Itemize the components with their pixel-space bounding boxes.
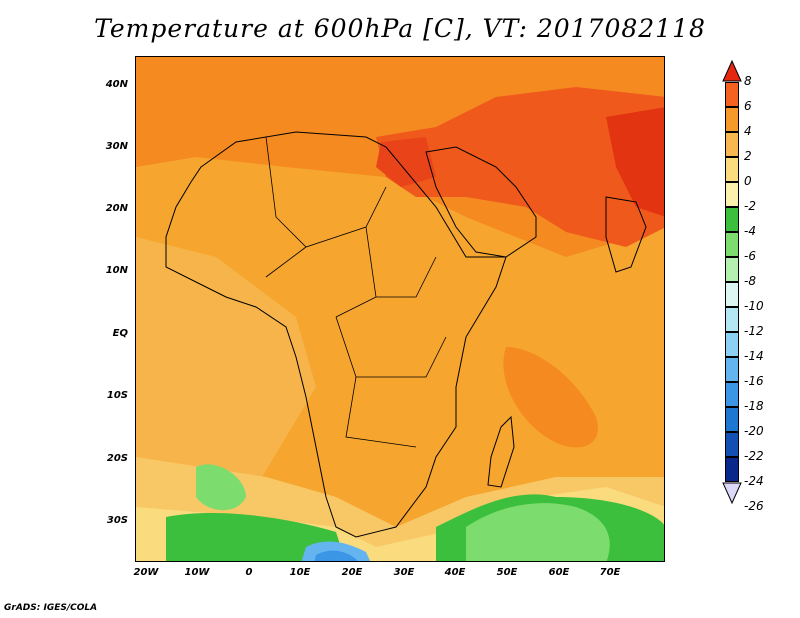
india-coastline: [605, 196, 647, 273]
africa-coastline: [165, 131, 507, 538]
colorbar-segment: [725, 107, 739, 132]
lon-label-70e: 70E: [599, 567, 621, 578]
colorbar-label: 4: [744, 124, 752, 138]
colorbar-segment: [725, 157, 739, 182]
lon-label-30e: 30E: [393, 567, 415, 578]
lon-label-20w: 20W: [133, 567, 159, 578]
colorbar-label: -20: [744, 424, 764, 438]
colorbar-segment: [725, 357, 739, 382]
colorbar-segment: [725, 282, 739, 307]
colorbar-label: 6: [744, 99, 752, 113]
colorbar-segment: [725, 382, 739, 407]
madagascar-coastline: [487, 415, 515, 488]
colorbar-label: 0: [744, 174, 752, 188]
colorbar-label: -2: [744, 199, 756, 213]
field-hot-egypt: [376, 137, 436, 187]
lat-label-30n: 30N: [105, 141, 128, 152]
colorbar-segment: [725, 407, 739, 432]
temperature-map: [135, 56, 665, 562]
colorbar-label: -12: [744, 324, 764, 338]
lon-label-10w: 10W: [184, 567, 210, 578]
colorbar-bottom-arrow: [722, 482, 742, 504]
lat-label-10n: 10N: [105, 265, 128, 276]
colorbar-label: -24: [744, 474, 764, 488]
lat-label-eq: EQ: [112, 328, 128, 339]
field-green-southeast-light: [466, 503, 610, 561]
map-title: Temperature at 600hPa [C], VT: 201708211…: [94, 14, 706, 43]
colorbar-segment: [725, 432, 739, 457]
colorbar-segment: [725, 332, 739, 357]
field-cold-core: [314, 550, 357, 561]
colorbar-segment: [725, 182, 739, 207]
lat-label-40n: 40N: [105, 79, 128, 90]
colorbar-segment: [725, 257, 739, 282]
colorbar-label: -18: [744, 399, 764, 413]
colorbar-segment: [725, 307, 739, 332]
lat-label-20n: 20N: [105, 203, 128, 214]
colorbar-label: -10: [744, 299, 764, 313]
lat-label-30s: 30S: [106, 515, 128, 526]
colorbar-segment: [725, 232, 739, 257]
map-svg: [136, 57, 664, 561]
lon-label-40e: 40E: [444, 567, 466, 578]
colorbar-segment: [725, 207, 739, 232]
lon-label-0: 0: [245, 567, 253, 578]
colorbar-label: -6: [744, 249, 756, 263]
colorbar-top-arrow: [722, 60, 742, 82]
country-borders: [265, 136, 447, 448]
field-atlantic-cool: [136, 237, 316, 487]
lat-label-20s: 20S: [106, 453, 128, 464]
colorbar-label: 8: [744, 74, 752, 88]
lon-label-50e: 50E: [496, 567, 518, 578]
colorbar-label: -16: [744, 374, 764, 388]
field-hot-core: [606, 107, 664, 217]
colorbar-label: -26: [744, 499, 764, 513]
colorbar-label: -4: [744, 224, 756, 238]
colorbar-label: -22: [744, 449, 764, 463]
colorbar-segment: [725, 457, 739, 482]
colorbar-segment: [725, 82, 739, 107]
field-green-southatlantic: [196, 464, 246, 511]
credit-text: GrADS: IGES/COLA: [4, 603, 98, 613]
colorbar-label: 2: [744, 149, 752, 163]
lon-label-10e: 10E: [289, 567, 311, 578]
field-green-southwest: [166, 512, 346, 561]
lon-label-20e: 20E: [341, 567, 363, 578]
lat-label-10s: 10S: [106, 390, 128, 401]
colorbar-label: -8: [744, 274, 756, 288]
field-indian-ocean-warm: [503, 347, 598, 448]
field-hot-mideast: [376, 87, 664, 247]
lon-label-60e: 60E: [548, 567, 570, 578]
colorbar-segment: [725, 132, 739, 157]
arabia-coastline: [425, 146, 537, 258]
colorbar-label: -14: [744, 349, 764, 363]
